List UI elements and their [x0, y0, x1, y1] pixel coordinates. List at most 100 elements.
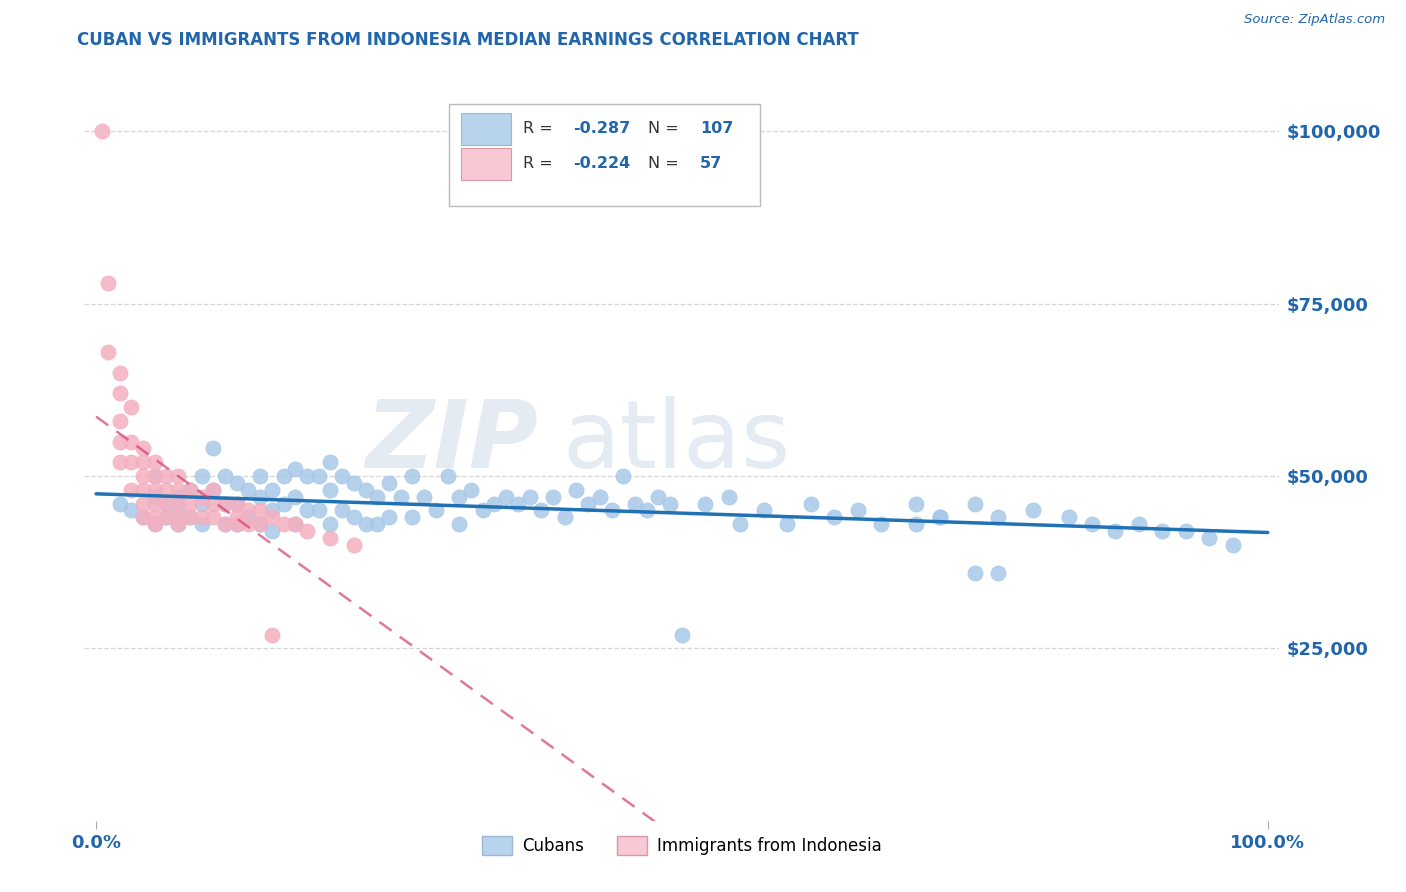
Point — [284, 517, 307, 532]
Point — [249, 469, 271, 483]
Point — [471, 503, 494, 517]
Point — [541, 490, 564, 504]
FancyBboxPatch shape — [461, 148, 510, 180]
Point — [167, 483, 190, 497]
Point — [343, 475, 366, 490]
Point — [167, 469, 190, 483]
Point — [800, 497, 823, 511]
Point — [202, 510, 225, 524]
Point — [1057, 510, 1080, 524]
Point — [273, 469, 295, 483]
Point — [425, 503, 447, 517]
Point — [143, 483, 166, 497]
Point — [155, 483, 177, 497]
Point — [132, 483, 155, 497]
Point — [214, 469, 236, 483]
Point — [132, 442, 155, 456]
Point — [284, 462, 307, 476]
Point — [495, 490, 517, 504]
Point — [249, 490, 271, 504]
Point — [260, 510, 283, 524]
Point — [576, 497, 599, 511]
Point — [132, 497, 155, 511]
Point — [167, 517, 190, 532]
Point — [190, 510, 212, 524]
Point — [249, 517, 271, 532]
Point — [143, 469, 166, 483]
Point — [308, 469, 330, 483]
Text: CUBAN VS IMMIGRANTS FROM INDONESIA MEDIAN EARNINGS CORRELATION CHART: CUBAN VS IMMIGRANTS FROM INDONESIA MEDIA… — [77, 31, 859, 49]
Point — [190, 469, 212, 483]
Text: R =: R = — [523, 121, 558, 136]
Point — [401, 469, 423, 483]
Point — [249, 503, 271, 517]
Point — [179, 483, 201, 497]
Point — [1104, 524, 1126, 538]
Point — [179, 497, 201, 511]
Point — [343, 538, 366, 552]
Point — [319, 531, 342, 545]
Point — [987, 510, 1010, 524]
Point — [238, 517, 260, 532]
Point — [108, 497, 131, 511]
Point — [295, 469, 318, 483]
Point — [905, 497, 928, 511]
Point — [519, 490, 541, 504]
Point — [1081, 517, 1104, 532]
Point — [484, 497, 506, 511]
Point — [776, 517, 799, 532]
Point — [1152, 524, 1174, 538]
Point — [214, 517, 236, 532]
Point — [1128, 517, 1150, 532]
Point — [167, 497, 190, 511]
Point — [354, 517, 377, 532]
Point — [249, 517, 271, 532]
Point — [179, 483, 201, 497]
Point — [190, 517, 212, 532]
Text: atlas: atlas — [562, 395, 790, 488]
Point — [730, 517, 752, 532]
Text: R =: R = — [523, 156, 558, 170]
Point — [1222, 538, 1244, 552]
Point — [238, 510, 260, 524]
Point — [319, 517, 342, 532]
Point — [97, 345, 120, 359]
Point — [647, 490, 669, 504]
Point — [273, 497, 295, 511]
Point — [120, 455, 142, 469]
Text: ZIP: ZIP — [366, 395, 538, 488]
Point — [120, 483, 142, 497]
Point — [366, 517, 388, 532]
Point — [449, 517, 471, 532]
Point — [319, 483, 342, 497]
Point — [378, 510, 401, 524]
Point — [636, 503, 658, 517]
Point — [695, 497, 717, 511]
Point — [659, 497, 682, 511]
Point — [870, 517, 893, 532]
Point — [155, 469, 177, 483]
Point — [143, 510, 166, 524]
Point — [167, 517, 190, 532]
Text: Source: ZipAtlas.com: Source: ZipAtlas.com — [1244, 13, 1385, 27]
Point — [202, 442, 225, 456]
Point — [752, 503, 775, 517]
Point — [190, 490, 212, 504]
Point — [295, 524, 318, 538]
Point — [260, 503, 283, 517]
Point — [143, 497, 166, 511]
Point — [401, 510, 423, 524]
Point — [671, 627, 693, 641]
Point — [389, 490, 412, 504]
Point — [132, 510, 155, 524]
Point — [260, 524, 283, 538]
Point — [155, 497, 177, 511]
Point — [225, 517, 247, 532]
Text: 107: 107 — [700, 121, 733, 136]
Point — [120, 434, 142, 449]
Point — [905, 517, 928, 532]
Point — [202, 483, 225, 497]
Point — [554, 510, 576, 524]
Point — [155, 510, 177, 524]
Text: N =: N = — [648, 121, 685, 136]
